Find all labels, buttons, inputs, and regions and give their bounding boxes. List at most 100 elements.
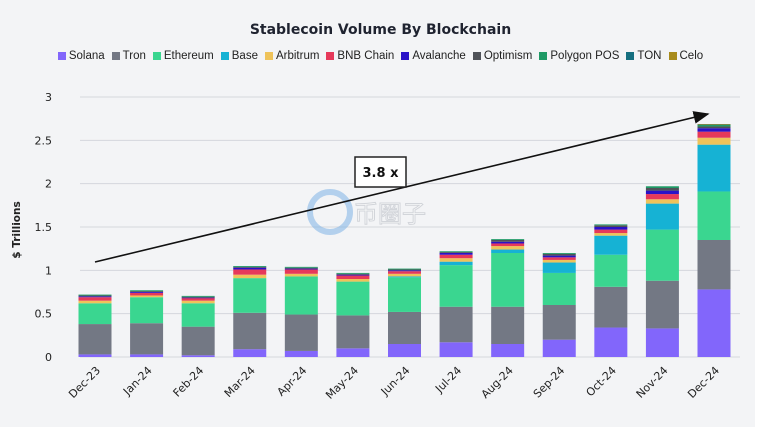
bar-segment-bnb-chain	[491, 243, 525, 247]
bar-segment-tron	[542, 305, 576, 340]
chart-title: Stablecoin Volume By Blockchain	[249, 22, 512, 38]
bar-segment-bnb-chain	[78, 297, 112, 301]
bar-segment-bnb-chain	[233, 269, 267, 275]
bar-segment-avalanche	[439, 253, 473, 255]
y-tick-label: 1.5	[35, 221, 53, 234]
legend: Solana Tron Ethereum Base Arbitrum BNB Chain A…	[10, 50, 751, 62]
bar-segment-ethereum	[542, 272, 576, 305]
bar-stack-Jul-24	[439, 251, 473, 357]
legend-swatch	[326, 52, 335, 60]
bar-segment-optimism	[78, 295, 112, 297]
bar-segment-optimism	[181, 296, 215, 298]
bar-segment-solana	[439, 342, 473, 357]
bar-segment-avalanche	[284, 268, 318, 270]
bar-segment-polygon-pos	[491, 239, 525, 240]
bar-segment-avalanche	[542, 255, 576, 258]
legend-swatch	[152, 52, 161, 60]
bar-segment-polygon-pos	[336, 272, 370, 274]
bar-segment-ethereum	[491, 253, 525, 307]
x-tick-label: Jul-24	[432, 364, 464, 396]
bar-segment-optimism	[542, 253, 576, 256]
legend-label: Tron	[122, 50, 146, 62]
y-tick-label: 3	[45, 91, 52, 104]
x-tick-label: May-24	[323, 364, 361, 402]
bar-segment-bnb-chain	[388, 271, 421, 274]
bar-segment-ethereum	[181, 303, 215, 327]
x-tick-label: Jan-24	[120, 364, 155, 399]
bar-segment-arbitrum	[233, 274, 267, 279]
bar-segment-solana	[130, 354, 164, 357]
bar-segment-avalanche	[336, 274, 370, 276]
bar-segment-avalanche	[388, 270, 421, 272]
y-tick-label: 2	[45, 178, 52, 191]
bar-segment-solana	[542, 339, 576, 357]
bar-segment-optimism	[697, 126, 731, 129]
bar-segment-ethereum	[336, 281, 370, 316]
bar-segment-bnb-chain	[181, 298, 215, 301]
watermark-logo: 币圈子	[307, 189, 427, 235]
bar-segment-polygon-pos	[284, 266, 318, 268]
y-tick-label: 2.5	[35, 134, 53, 147]
legend-label: BNB Chain	[337, 50, 395, 62]
bar-segment-optimism	[645, 188, 679, 191]
bar-segment-solana	[284, 350, 318, 357]
bar-segment-tron	[697, 240, 731, 290]
legend-swatch	[57, 52, 66, 60]
bar-segment-ethereum	[78, 303, 112, 325]
bar-segment-base	[491, 249, 525, 253]
legend-swatch	[111, 52, 120, 60]
bar-segment-ethereum	[388, 277, 421, 312]
bar-segment-arbitrum	[542, 259, 576, 263]
bar-segment-polygon-pos	[645, 186, 679, 188]
bar-segment-bnb-chain	[594, 229, 628, 234]
legend-swatch	[668, 52, 677, 60]
legend-item: Polygon POS	[539, 50, 619, 62]
legend-item: Base	[220, 50, 258, 62]
bar-segment-tron	[594, 286, 628, 328]
legend-label: Celo	[679, 50, 704, 62]
bar-segment-solana	[594, 327, 628, 357]
bar-segment-ethereum	[645, 229, 679, 281]
bar-segment-avalanche	[181, 297, 215, 299]
bar-segment-bnb-chain	[336, 275, 370, 279]
bar-stack-Jun-24	[388, 268, 421, 357]
bar-segment-arbitrum	[388, 273, 421, 277]
watermark-text: 币圈子	[354, 200, 426, 228]
x-tick-label: Nov-24	[634, 364, 671, 401]
bar-segment-ethereum	[233, 278, 267, 313]
bar-stack-Nov-24	[645, 186, 679, 357]
bar-segment-tron	[284, 314, 318, 351]
bar-segment-arbitrum	[491, 246, 525, 250]
legend-item: Ethereum	[152, 50, 214, 62]
bar-segment-avalanche	[233, 267, 267, 270]
bar-segment-bnb-chain	[645, 194, 679, 200]
bar-segment-tron	[78, 324, 112, 355]
bar-segment-optimism	[439, 252, 473, 253]
bar-segment-arbitrum	[181, 300, 215, 304]
right-border	[755, 0, 761, 427]
x-tick-label: Dec-24	[685, 364, 722, 401]
legend-label: Avalanche	[412, 50, 466, 62]
bar-segment-solana	[491, 344, 525, 357]
bar-segment-optimism	[284, 267, 318, 269]
bar-segment-polygon-pos	[233, 266, 267, 267]
bar-segment-bnb-chain	[439, 254, 473, 259]
bar-segment-bnb-chain	[130, 292, 164, 296]
x-tick-label: Jun-24	[378, 364, 413, 399]
x-tick-label: Feb-24	[171, 364, 207, 400]
bar-stack-Jan-24	[130, 290, 164, 357]
bar-segment-optimism	[336, 273, 370, 275]
legend-item: Celo	[668, 50, 704, 62]
y-axis-label: $ Trillions	[11, 201, 23, 258]
x-tick-label: Dec-23	[66, 364, 103, 401]
bar-segment-arbitrum	[439, 258, 473, 262]
legend-item: TON	[626, 50, 662, 62]
bar-stack-Oct-24	[594, 224, 628, 357]
bar-segment-polygon-pos	[78, 294, 112, 296]
bar-segment-tron	[388, 311, 421, 344]
legend-item: Avalanche	[401, 50, 466, 62]
bar-segment-avalanche	[645, 190, 679, 195]
bar-segment-tron	[439, 306, 473, 343]
bar-segment-solana	[233, 349, 267, 357]
legend-label: TON	[637, 50, 662, 62]
